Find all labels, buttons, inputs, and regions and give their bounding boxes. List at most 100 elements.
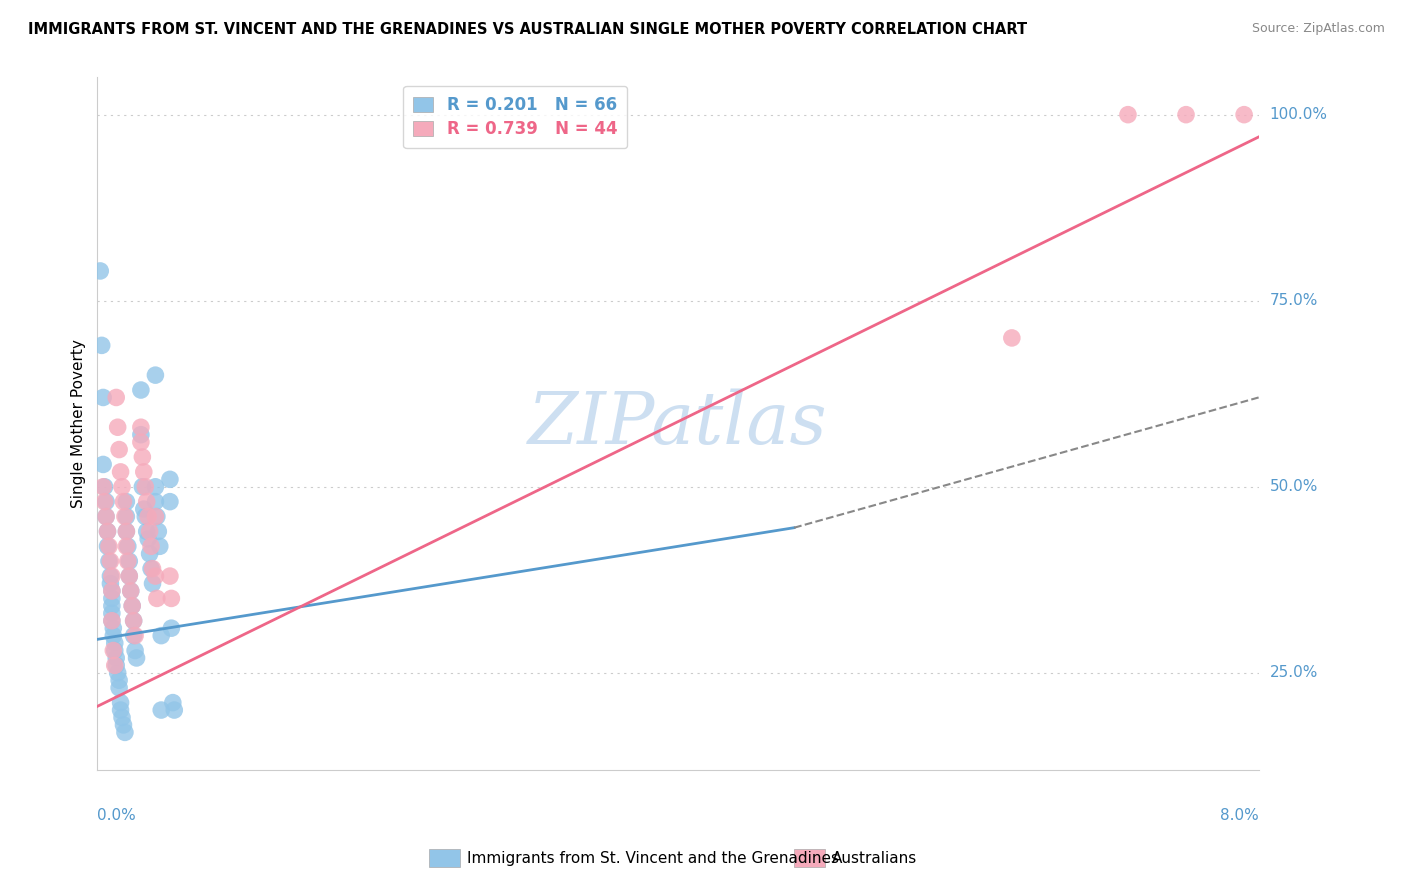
Point [101, 614, 124, 628]
Point [125, 651, 148, 665]
Point [96, 539, 118, 553]
Point [163, 703, 186, 717]
Point [90, 338, 112, 352]
Point [101, 599, 124, 613]
Point [139, 561, 162, 575]
Point [138, 547, 160, 561]
Point [101, 614, 124, 628]
Point [160, 591, 183, 606]
Point [115, 494, 138, 508]
Legend: R = 0.201   N = 66, R = 0.739   N = 44: R = 0.201 N = 66, R = 0.739 N = 44 [404, 86, 627, 148]
Point [145, 494, 167, 508]
Point [93, 480, 115, 494]
Point [129, 383, 152, 397]
Point [136, 532, 159, 546]
Point [124, 629, 146, 643]
Point [118, 569, 141, 583]
Point [118, 569, 141, 583]
Point [103, 643, 125, 657]
Point [96, 524, 118, 539]
Point [120, 584, 142, 599]
Point [104, 643, 127, 657]
Point [94, 494, 117, 508]
Point [118, 554, 141, 568]
Text: 25.0%: 25.0% [1270, 665, 1317, 681]
Point [111, 710, 134, 724]
Text: 100.0%: 100.0% [1270, 107, 1327, 122]
Point [101, 607, 124, 621]
Point [146, 591, 169, 606]
Point [89, 264, 111, 278]
Text: ZIPatlas: ZIPatlas [529, 388, 828, 458]
Point [150, 629, 173, 643]
Point [110, 465, 132, 479]
Text: 75.0%: 75.0% [1270, 293, 1317, 309]
Point [146, 509, 169, 524]
Point [112, 718, 135, 732]
Point [122, 614, 145, 628]
Point [101, 584, 124, 599]
Point [159, 569, 181, 583]
Point [96, 524, 118, 539]
Point [145, 569, 167, 583]
Point [115, 524, 138, 539]
Point [101, 569, 124, 583]
Point [105, 391, 128, 405]
Point [111, 480, 134, 494]
Text: 8.0%: 8.0% [1220, 808, 1258, 823]
Point [1175, 108, 1198, 122]
Point [103, 629, 125, 643]
Point [114, 509, 136, 524]
Point [121, 599, 143, 613]
Point [100, 576, 122, 591]
Point [129, 435, 152, 450]
Point [97, 539, 120, 553]
Point [145, 480, 167, 494]
Point [150, 703, 173, 717]
Point [1116, 108, 1139, 122]
Point [108, 442, 131, 457]
Point [159, 494, 181, 508]
Point [110, 703, 132, 717]
Text: Australians: Australians [832, 851, 918, 865]
Point [131, 450, 153, 464]
Point [117, 554, 139, 568]
Point [132, 502, 155, 516]
Point [94, 509, 117, 524]
Point [104, 658, 127, 673]
Point [108, 673, 131, 688]
Point [122, 614, 145, 628]
Point [129, 427, 152, 442]
Point [162, 696, 184, 710]
Point [121, 599, 143, 613]
Point [103, 621, 125, 635]
Point [107, 420, 129, 434]
Point [91, 458, 114, 472]
Text: Immigrants from St. Vincent and the Grenadines: Immigrants from St. Vincent and the Gren… [467, 851, 839, 865]
Point [104, 636, 127, 650]
Point [105, 658, 128, 673]
Point [141, 561, 163, 575]
Y-axis label: Single Mother Poverty: Single Mother Poverty [72, 339, 86, 508]
Point [105, 651, 128, 665]
Point [138, 524, 160, 539]
Point [1233, 108, 1256, 122]
Point [1001, 331, 1024, 345]
Point [134, 509, 156, 524]
Point [139, 539, 162, 553]
Point [117, 539, 139, 553]
Point [136, 509, 159, 524]
Point [148, 524, 170, 539]
Text: Source: ZipAtlas.com: Source: ZipAtlas.com [1251, 22, 1385, 36]
Point [91, 480, 114, 494]
Point [94, 509, 117, 524]
Point [134, 480, 156, 494]
Point [141, 576, 163, 591]
Point [114, 725, 136, 739]
Point [101, 591, 124, 606]
Point [93, 494, 115, 508]
Point [100, 569, 122, 583]
Point [135, 494, 157, 508]
Point [160, 621, 183, 635]
Point [100, 554, 122, 568]
